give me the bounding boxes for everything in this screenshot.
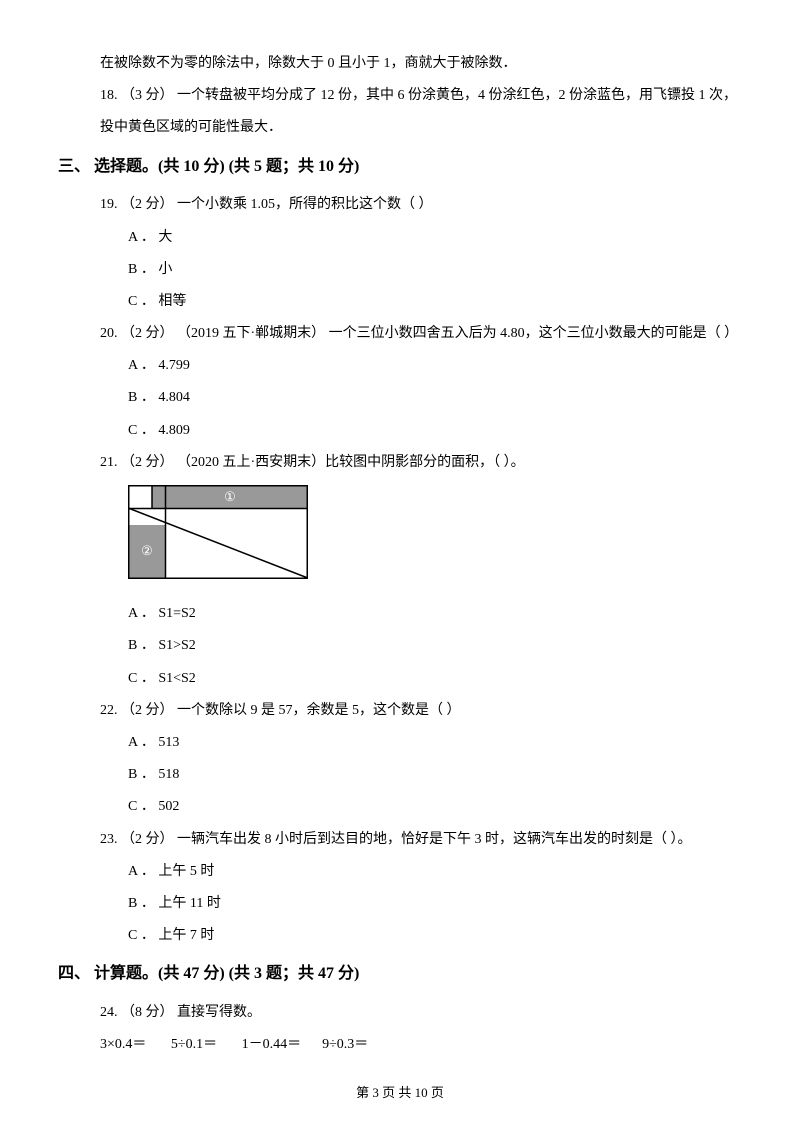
question-20-option-b: B ． 4.804 [58,382,742,414]
question-21-diagram: ①② [128,485,742,592]
page-footer: 第 3 页 共 10 页 [0,1078,800,1108]
question-23-option-a: A ． 上午 5 时 [58,856,742,888]
question-22-stem: 22. （2 分） 一个数除以 9 是 57，余数是 5，这个数是（ ） [58,695,742,727]
question-22-option-a: A ． 513 [58,727,742,759]
question-18: 18. （3 分） 一个转盘被平均分成了 12 份，其中 6 份涂黄色，4 份涂… [58,80,742,144]
question-19-stem: 19. （2 分） 一个小数乘 1.05，所得的积比这个数（ ） [58,189,742,221]
svg-text:②: ② [141,543,153,558]
question-24-stem: 24. （8 分） 直接写得数。 [58,997,742,1029]
question-20-option-c: C ． 4.809 [58,415,742,447]
question-23-stem: 23. （2 分） 一辆汽车出发 8 小时后到达目的地，恰好是下午 3 时，这辆… [58,824,742,856]
question-21-option-a: A ． S1=S2 [58,598,742,630]
section-4-header: 四、 计算题。(共 47 分) (共 3 题；共 47 分) [58,956,742,993]
question-21-option-c: C ． S1<S2 [58,663,742,695]
question-22-option-b: B ． 518 [58,759,742,791]
question-21-option-b: B ． S1>S2 [58,630,742,662]
question-23-option-c: C ． 上午 7 时 [58,920,742,952]
svg-text:①: ① [224,489,236,504]
question-20-stem: 20. （2 分） （2019 五下·郸城期末） 一个三位小数四舍五入后为 4.… [58,318,742,350]
question-21-stem: 21. （2 分） （2020 五上·西安期末）比较图中阴影部分的面积，（ ）。 [58,447,742,479]
question-20-option-a: A ． 4.799 [58,350,742,382]
question-19-option-c: C ． 相等 [58,286,742,318]
question-23-option-b: B ． 上午 11 时 [58,888,742,920]
question-19-option-b: B ． 小 [58,254,742,286]
question-24-calculations: 3×0.4＝ 5÷0.1＝ 1－0.44＝ 9÷0.3＝ [58,1029,742,1061]
section-3-header: 三、 选择题。(共 10 分) (共 5 题；共 10 分) [58,149,742,186]
question-19-option-a: A ． 大 [58,222,742,254]
question-22-option-c: C ． 502 [58,791,742,823]
intro-text: 在被除数不为零的除法中，除数大于 0 且小于 1，商就大于被除数． [58,48,742,80]
